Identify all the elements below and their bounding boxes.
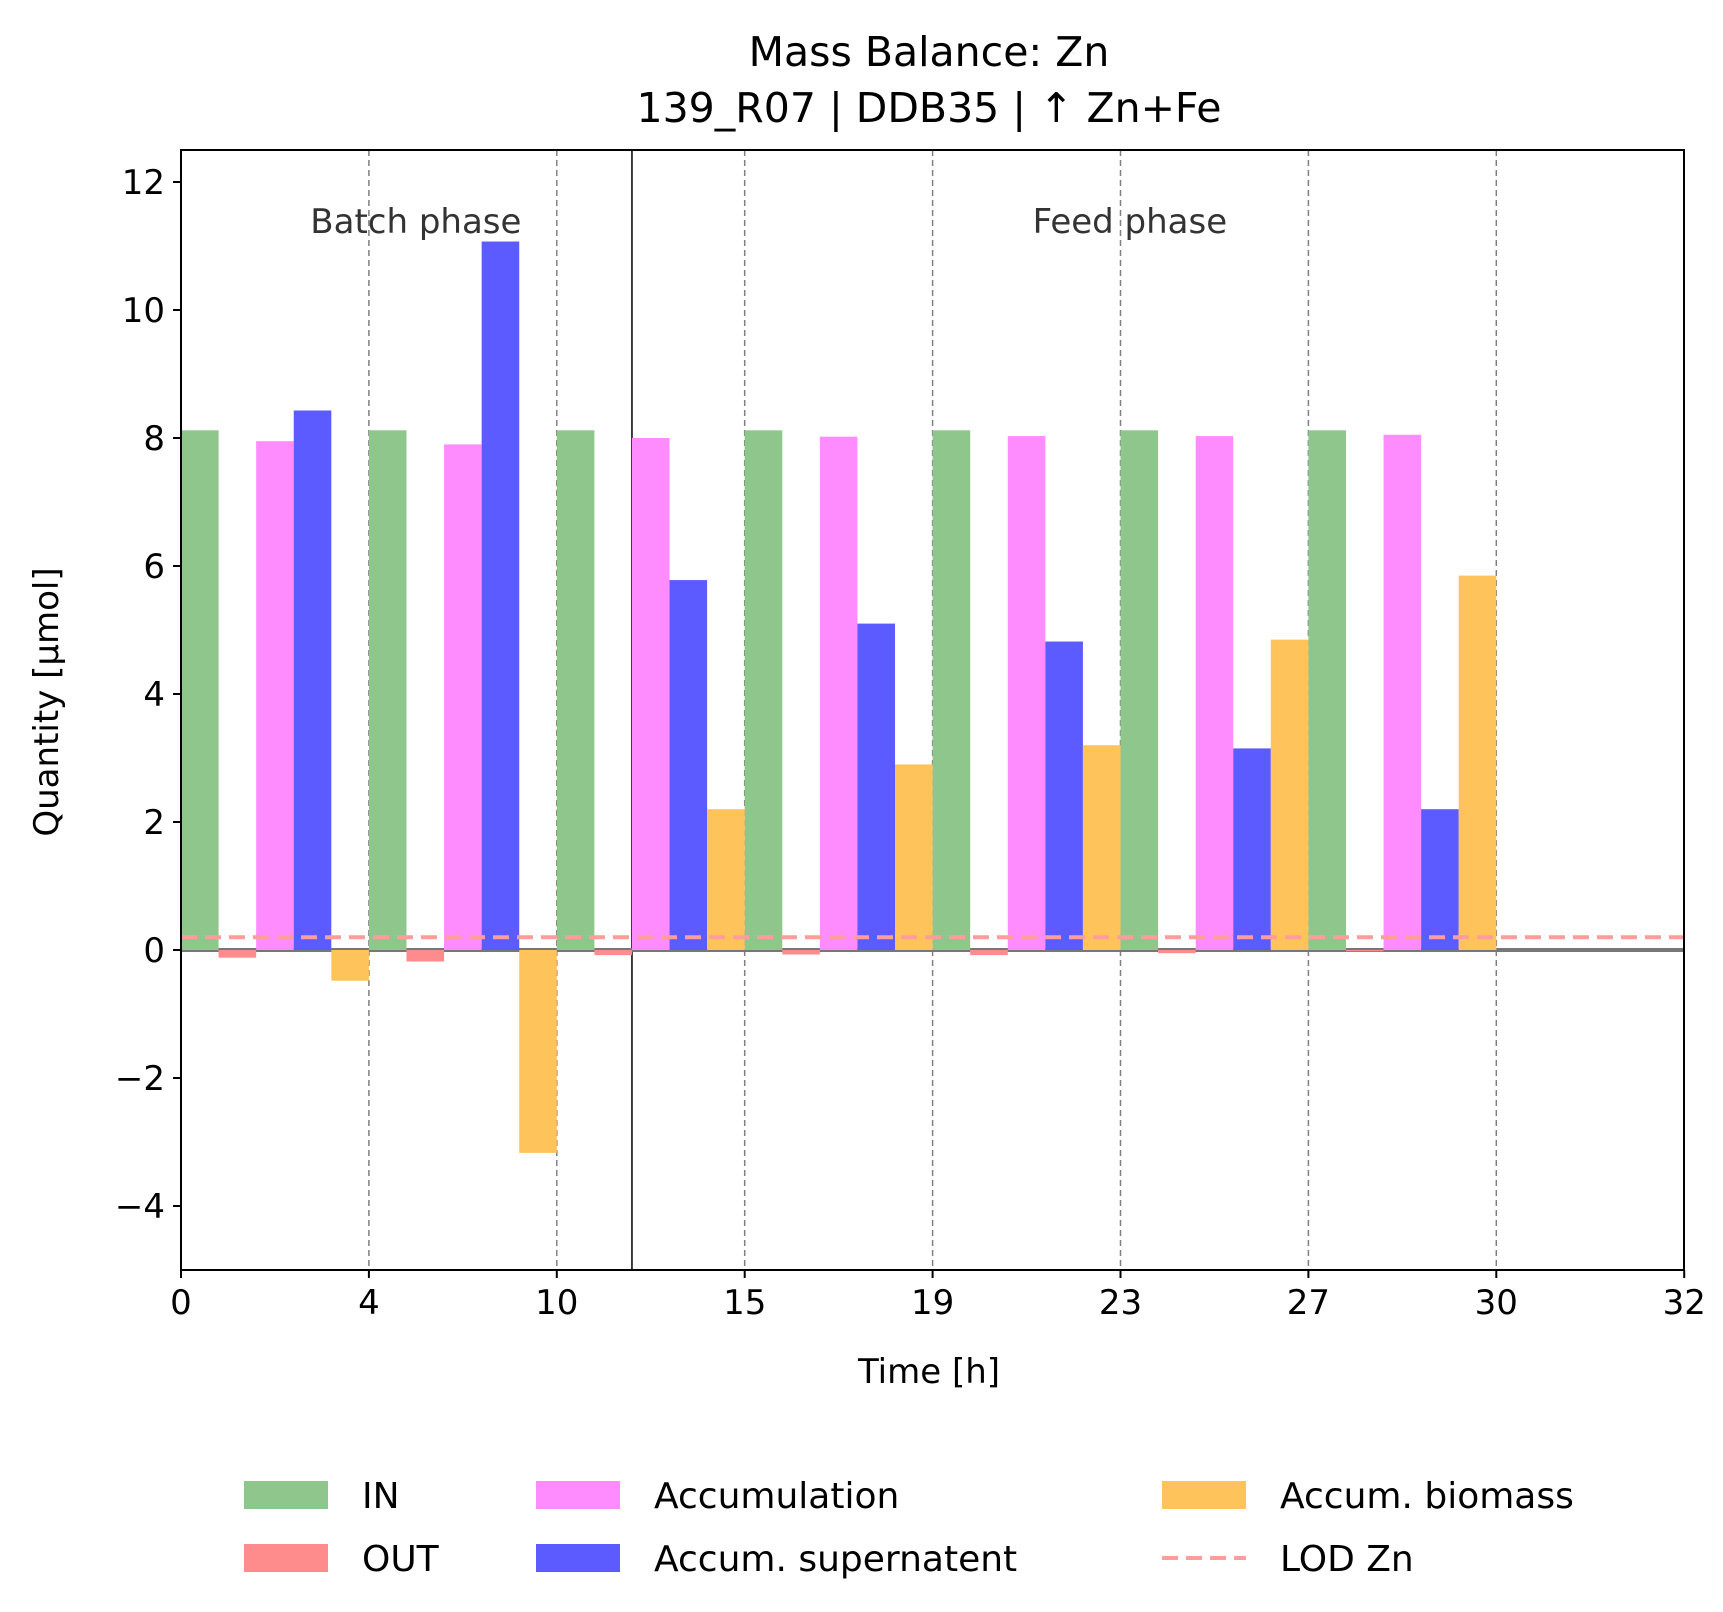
x-tick-label: 10 <box>535 1283 578 1323</box>
chart-title: Mass Balance: Zn <box>749 28 1110 76</box>
bar-out <box>1158 950 1196 954</box>
y-tick-label: 12 <box>122 163 165 203</box>
x-tick-label: 30 <box>1475 1283 1518 1323</box>
x-axis-title: Time [h] <box>857 1352 1000 1392</box>
bar-accumulation <box>819 436 858 951</box>
bar-accum-supernatent <box>293 410 332 951</box>
x-tick-label: 27 <box>1287 1283 1330 1323</box>
bar-out <box>218 950 257 958</box>
x-tick-label: 0 <box>170 1283 192 1323</box>
y-tick-label: 6 <box>143 547 165 587</box>
x-tick-label: 23 <box>1099 1283 1142 1323</box>
bar-in <box>744 430 783 950</box>
bar-accum-biomass <box>331 950 369 981</box>
x-tick-label: 4 <box>358 1283 380 1323</box>
bar-out <box>782 950 820 955</box>
legend-label-in: IN <box>362 1476 400 1517</box>
phase-label-feed: Feed phase <box>1033 202 1228 242</box>
phase-labels: Batch phase Feed phase <box>310 202 1227 242</box>
x-tick-label: 15 <box>723 1283 766 1323</box>
legend-label-out: OUT <box>362 1539 440 1580</box>
y-tick-label: −4 <box>115 1187 165 1227</box>
bar-accum-biomass <box>1082 745 1121 950</box>
legend-label-lod-zn: LOD Zn <box>1280 1539 1414 1580</box>
x-tick-label: 19 <box>911 1283 954 1323</box>
bar-accumulation <box>631 438 670 950</box>
bar-in <box>1120 430 1159 950</box>
legend: IN OUT Accumulation Accum. supernatent Accum… <box>244 1476 1574 1580</box>
bar-accumulation <box>256 441 294 950</box>
legend-label-accum-supernatent: Accum. supernatent <box>654 1539 1017 1580</box>
y-tick-label: 8 <box>143 419 165 459</box>
bar-in <box>556 430 595 950</box>
axes: −4 −2 0 2 4 6 8 10 12 0 4 10 15 19 23 27 30 32 <box>115 149 1706 1323</box>
bar-accum-supernatent <box>481 241 520 950</box>
legend-label-accumulation: Accumulation <box>654 1476 899 1517</box>
bar-accumulation <box>444 444 482 950</box>
y-tick-label: 2 <box>143 803 165 843</box>
bar-accum-supernatent <box>669 580 708 950</box>
bar-out <box>1345 950 1384 952</box>
bar-accum-supernatent <box>857 623 896 950</box>
bar-out <box>406 950 445 962</box>
bar-accum-supernatent <box>1045 641 1083 950</box>
bar-accumulation <box>1007 436 1046 951</box>
bar-in <box>181 430 219 950</box>
bar-accum-supernatent <box>1421 809 1459 950</box>
legend-label-accum-biomass: Accum. biomass <box>1280 1476 1574 1517</box>
y-tick-label: 0 <box>143 931 165 971</box>
bar-in <box>368 430 407 950</box>
y-axis-title: Quantity [µmol] <box>27 567 67 836</box>
legend-swatch-accum-biomass <box>1162 1481 1246 1509</box>
x-tick-label: 32 <box>1663 1283 1706 1323</box>
bar-accum-biomass <box>895 764 933 950</box>
phase-label-batch: Batch phase <box>310 202 521 242</box>
y-tick-label: 4 <box>143 675 165 715</box>
bar-accum-biomass <box>519 950 557 1153</box>
bar-out <box>970 950 1008 956</box>
chart-subtitle: 139_R07 | DDB35 | ↑ Zn+Fe <box>637 84 1222 132</box>
bar-accumulation <box>1383 434 1422 950</box>
bar-accum-supernatent <box>1233 748 1271 950</box>
legend-swatch-accumulation <box>536 1481 620 1509</box>
legend-swatch-out <box>244 1544 328 1572</box>
bar-accum-biomass <box>1458 575 1497 950</box>
y-tick-label: 10 <box>122 291 165 331</box>
legend-swatch-accum-supernatent <box>536 1544 620 1572</box>
bar-in <box>932 430 971 950</box>
bars <box>181 241 1497 1153</box>
bar-accum-biomass <box>707 809 745 950</box>
legend-swatch-in <box>244 1481 328 1509</box>
bar-out <box>594 950 632 956</box>
bar-in <box>1308 430 1346 950</box>
bar-accum-biomass <box>1270 639 1309 950</box>
bar-accumulation <box>1195 436 1234 951</box>
y-tick-label: −2 <box>115 1059 165 1099</box>
